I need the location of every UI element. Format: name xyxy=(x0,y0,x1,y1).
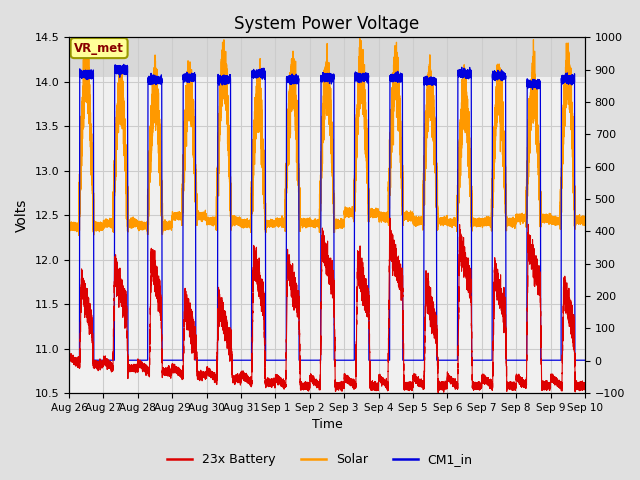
X-axis label: Time: Time xyxy=(312,419,342,432)
Bar xyxy=(69,37,585,77)
Title: System Power Voltage: System Power Voltage xyxy=(234,15,420,33)
Legend: 23x Battery, Solar, CM1_in: 23x Battery, Solar, CM1_in xyxy=(163,448,477,471)
Text: VR_met: VR_met xyxy=(74,42,124,55)
Y-axis label: Volts: Volts xyxy=(15,199,29,232)
